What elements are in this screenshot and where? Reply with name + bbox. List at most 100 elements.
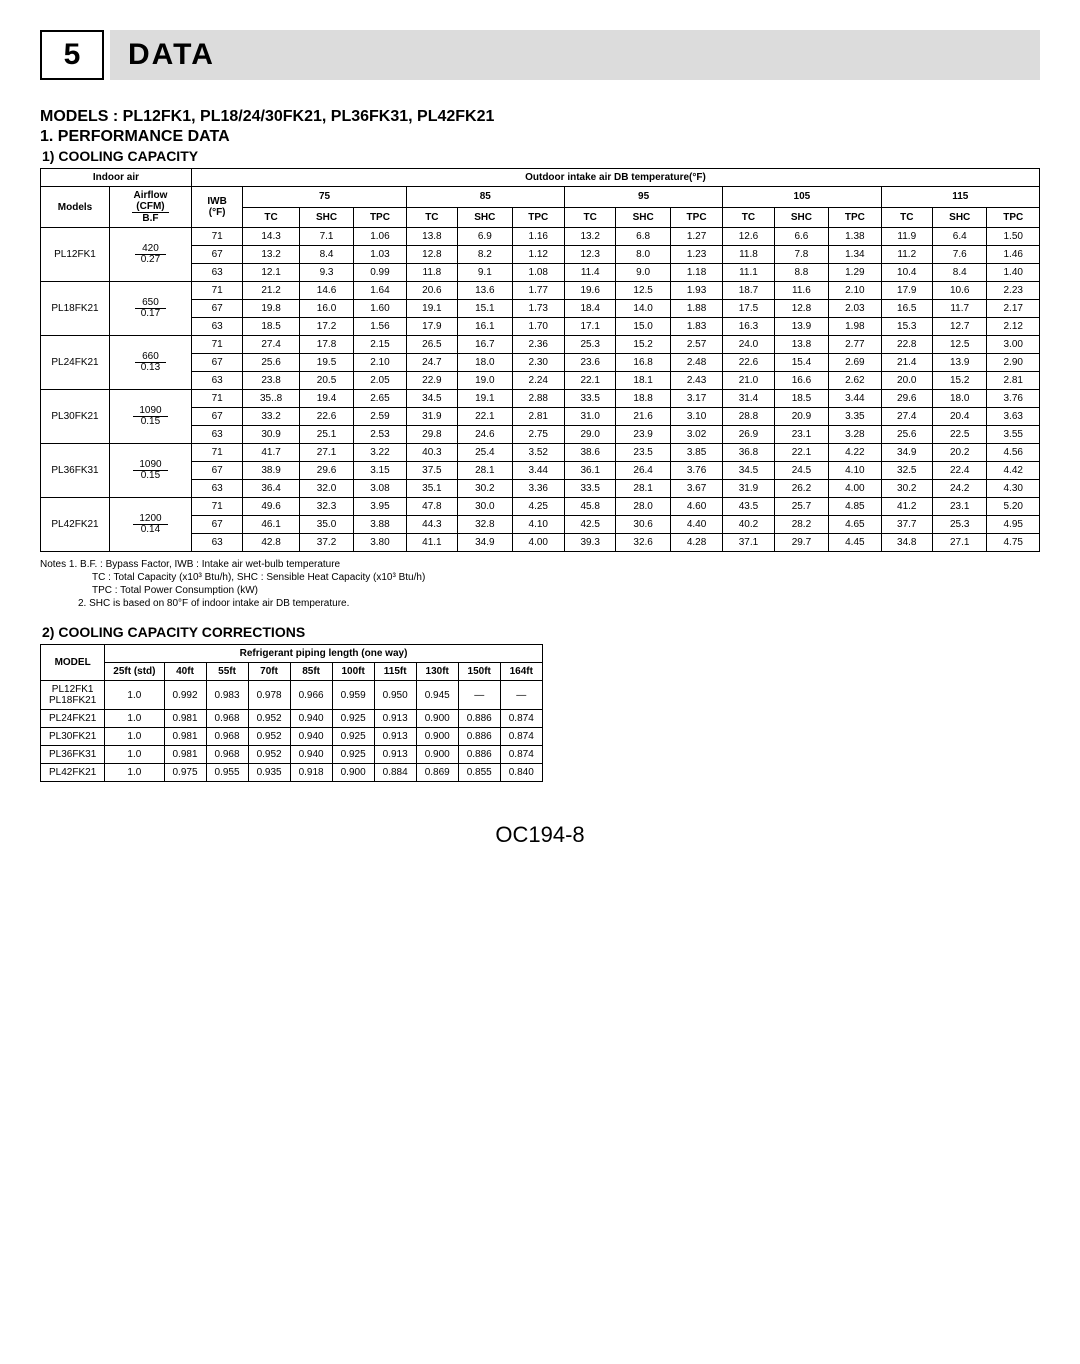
cell-value: 3.10: [670, 408, 722, 426]
cell-value: 26.2: [774, 480, 828, 498]
cell-value: 27.1: [299, 444, 353, 462]
cell-value: 18.5: [243, 318, 299, 336]
th-sub: TC: [881, 207, 932, 228]
cell-value: 0.950: [374, 681, 416, 710]
cell-value: 14.0: [616, 300, 670, 318]
table-row: PL36FK3110900.157141.727.13.2240.325.43.…: [41, 444, 1040, 462]
th-sub: TPC: [512, 207, 564, 228]
cell-value: 4.95: [987, 516, 1040, 534]
cell-value: 2.81: [987, 372, 1040, 390]
cell-value: 1.18: [670, 264, 722, 282]
cell-value: 4.75: [987, 534, 1040, 552]
cell-value: 18.8: [616, 390, 670, 408]
th-sub: TPC: [670, 207, 722, 228]
cell-value: 2.03: [829, 300, 881, 318]
cell-iwb: 63: [191, 534, 242, 552]
cell-value: 25.6: [881, 426, 932, 444]
cell-value: 20.6: [406, 282, 457, 300]
table-row: PL12FK14200.277114.37.11.0613.86.91.1613…: [41, 228, 1040, 246]
cell-value: 2.23: [987, 282, 1040, 300]
cell-value: 26.4: [616, 462, 670, 480]
cell-value: 12.7: [933, 318, 987, 336]
cell-value: 15.2: [616, 336, 670, 354]
cell-airflow: 4200.27: [110, 228, 192, 282]
cell-value: 0.918: [290, 764, 332, 782]
cell-value: 3.95: [354, 498, 406, 516]
th-outdoor: Outdoor intake air DB temperature(°F): [191, 169, 1039, 187]
cooling-capacity-heading: 1) COOLING CAPACITY: [42, 148, 1040, 164]
cell-airflow: 10900.15: [110, 390, 192, 444]
cell-value: 0.884: [374, 764, 416, 782]
page-number: OC194-8: [40, 822, 1040, 848]
cell-value: 49.6: [243, 498, 299, 516]
cell-value: 0.925: [332, 728, 374, 746]
cell-value: 0.978: [248, 681, 290, 710]
cell-value: 17.9: [406, 318, 457, 336]
cell-value: 4.28: [670, 534, 722, 552]
cell-value: 3.85: [670, 444, 722, 462]
cell-value: 20.5: [299, 372, 353, 390]
cell-model: PL36FK31: [41, 444, 110, 498]
models-heading: MODELS : PL12FK1, PL18/24/30FK21, PL36FK…: [40, 108, 1040, 126]
cell-value: 30.2: [458, 480, 512, 498]
cell-value: 36.4: [243, 480, 299, 498]
th-sub: SHC: [458, 207, 512, 228]
cell-value: 34.8: [881, 534, 932, 552]
cell-value: 4.85: [829, 498, 881, 516]
cell-value: 0.913: [374, 728, 416, 746]
cell-value: 22.1: [564, 372, 615, 390]
cell-value: 0.855: [458, 764, 500, 782]
cell-value: 0.99: [354, 264, 406, 282]
cell-value: 16.5: [881, 300, 932, 318]
cell-value: 0.840: [500, 764, 542, 782]
cell-value: 32.3: [299, 498, 353, 516]
cell-value: 1.12: [512, 246, 564, 264]
cell-value: 19.6: [564, 282, 615, 300]
cell-value: 2.53: [354, 426, 406, 444]
capacity-table-body: PL12FK14200.277114.37.11.0613.86.91.1613…: [41, 228, 1040, 552]
cell-iwb: 71: [191, 282, 242, 300]
th-sub: TPC: [829, 207, 881, 228]
cell-value: 11.7: [933, 300, 987, 318]
cell-iwb: 67: [191, 246, 242, 264]
cell-value: 29.0: [564, 426, 615, 444]
cell-value: 34.9: [881, 444, 932, 462]
cell-value: 17.8: [299, 336, 353, 354]
cell-value: 1.16: [512, 228, 564, 246]
cell-value: 33.2: [243, 408, 299, 426]
cell-value: 2.62: [829, 372, 881, 390]
cell-value: 32.6: [616, 534, 670, 552]
cell-value: 41.7: [243, 444, 299, 462]
th-sub: TC: [406, 207, 457, 228]
th-temp: 115: [881, 187, 1039, 208]
cell-model: PL12FK1PL18FK21: [41, 681, 105, 710]
cell-value: 11.6: [774, 282, 828, 300]
cell-value: 0.874: [500, 746, 542, 764]
cell-value: 34.9: [458, 534, 512, 552]
cell-value: 1.98: [829, 318, 881, 336]
cell-value: 29.7: [774, 534, 828, 552]
cell-value: 19.4: [299, 390, 353, 408]
cell-value: 11.8: [406, 264, 457, 282]
cell-airflow: 12000.14: [110, 498, 192, 552]
cell-value: 44.3: [406, 516, 457, 534]
cell-value: 2.24: [512, 372, 564, 390]
cell-iwb: 67: [191, 354, 242, 372]
cell-value: 1.06: [354, 228, 406, 246]
cell-value: 17.1: [564, 318, 615, 336]
cell-value: 3.52: [512, 444, 564, 462]
cell-value: 12.5: [933, 336, 987, 354]
th-sub: TPC: [987, 207, 1040, 228]
corrections-table-body: PL12FK1PL18FK211.00.9920.9830.9780.9660.…: [41, 681, 543, 782]
cell-value: 7.8: [774, 246, 828, 264]
cell-model: PL18FK21: [41, 282, 110, 336]
cell-value: 30.0: [458, 498, 512, 516]
cell-value: 2.17: [987, 300, 1040, 318]
cell-value: 7.1: [299, 228, 353, 246]
cell-value: 4.00: [829, 480, 881, 498]
cell-airflow: 6600.13: [110, 336, 192, 390]
cell-value: 15.3: [881, 318, 932, 336]
performance-heading: 1. PERFORMANCE DATA: [40, 128, 1040, 146]
cell-value: 3.80: [354, 534, 406, 552]
table-row: PL36FK311.00.9810.9680.9520.9400.9250.91…: [41, 746, 543, 764]
